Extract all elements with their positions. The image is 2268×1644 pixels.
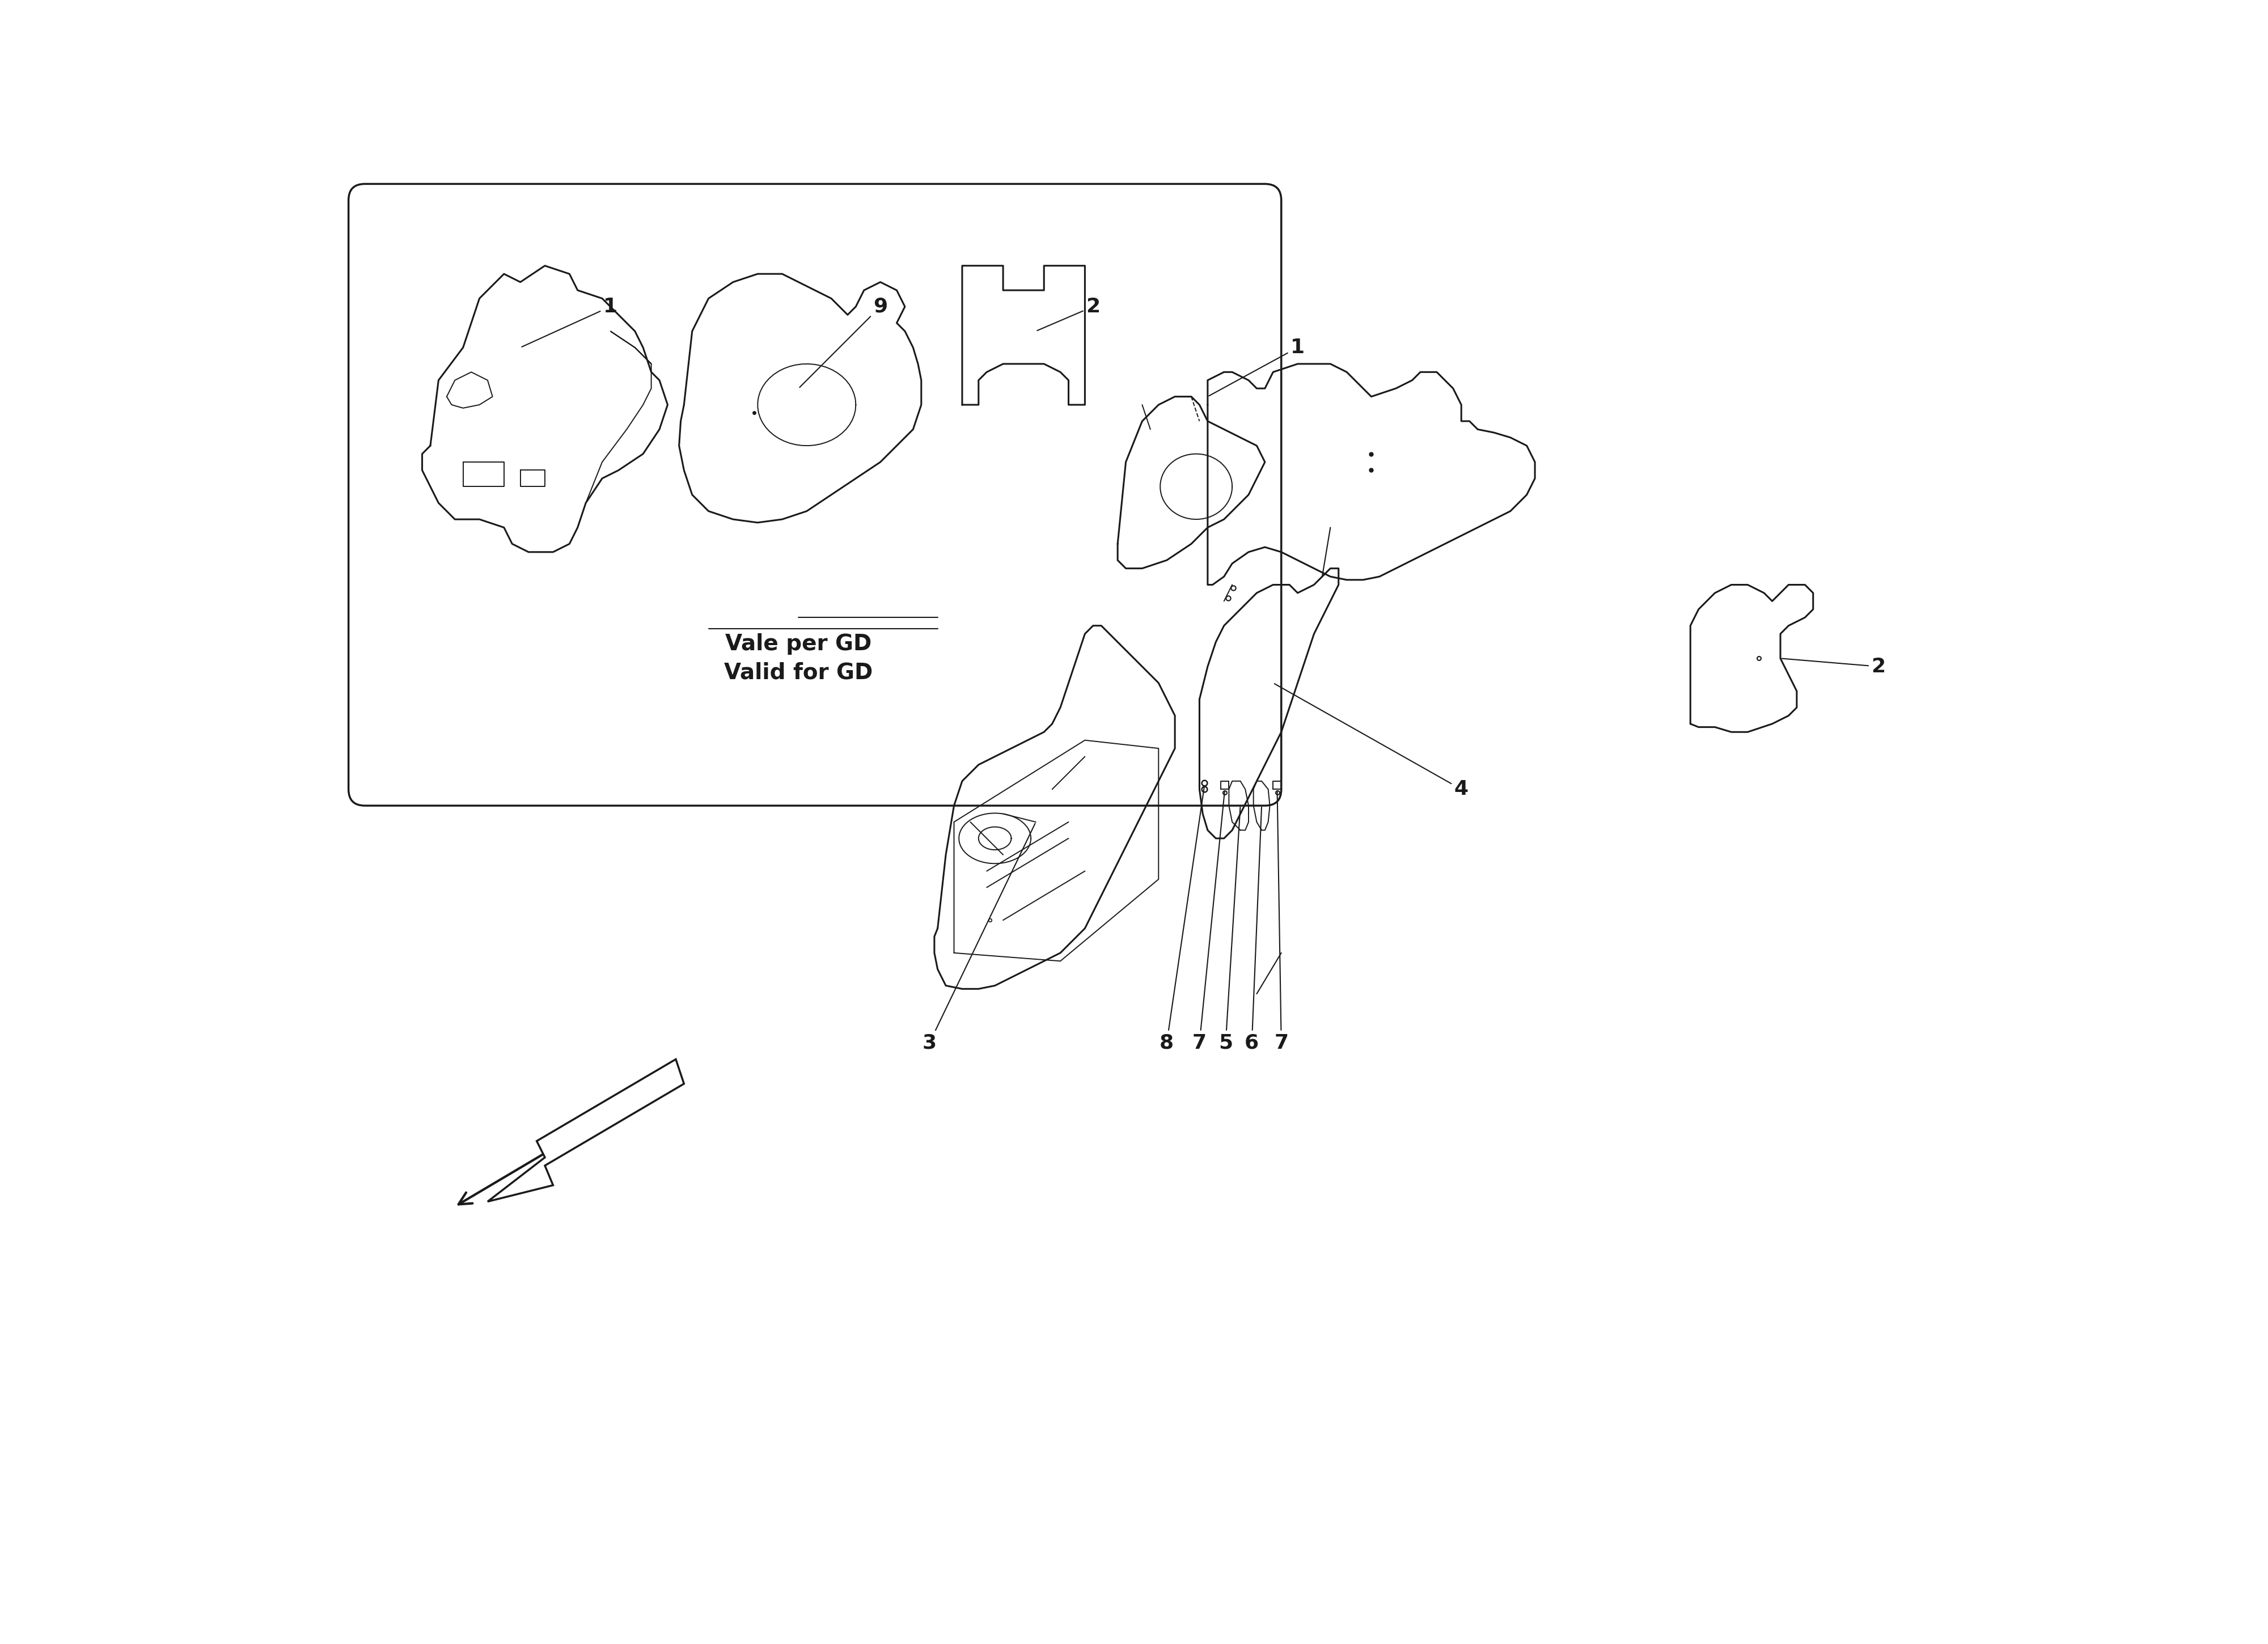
- Text: 2: 2: [1783, 658, 1885, 676]
- Text: 1: 1: [1209, 339, 1304, 396]
- Text: Vale per GD
Valid for GD: Vale per GD Valid for GD: [723, 633, 873, 684]
- Text: 5: 5: [1218, 807, 1241, 1052]
- Polygon shape: [934, 626, 1175, 990]
- Polygon shape: [1200, 569, 1338, 838]
- Text: 7: 7: [1275, 791, 1288, 1052]
- Polygon shape: [1229, 781, 1250, 830]
- Text: 9: 9: [801, 298, 887, 388]
- Polygon shape: [1118, 396, 1266, 569]
- FancyBboxPatch shape: [349, 184, 1281, 806]
- Text: 3: 3: [923, 824, 1034, 1052]
- Text: 2: 2: [1036, 298, 1100, 330]
- Polygon shape: [962, 266, 1084, 404]
- Polygon shape: [678, 275, 921, 523]
- Text: 8: 8: [1159, 787, 1204, 1052]
- Polygon shape: [1207, 363, 1535, 585]
- Text: 1: 1: [522, 298, 617, 347]
- Text: 4: 4: [1275, 684, 1467, 799]
- Polygon shape: [1254, 781, 1270, 830]
- Polygon shape: [422, 266, 667, 552]
- Polygon shape: [447, 372, 492, 408]
- Polygon shape: [1690, 585, 1812, 732]
- Polygon shape: [488, 1059, 685, 1202]
- Text: 6: 6: [1245, 807, 1261, 1052]
- Text: 7: 7: [1193, 791, 1225, 1052]
